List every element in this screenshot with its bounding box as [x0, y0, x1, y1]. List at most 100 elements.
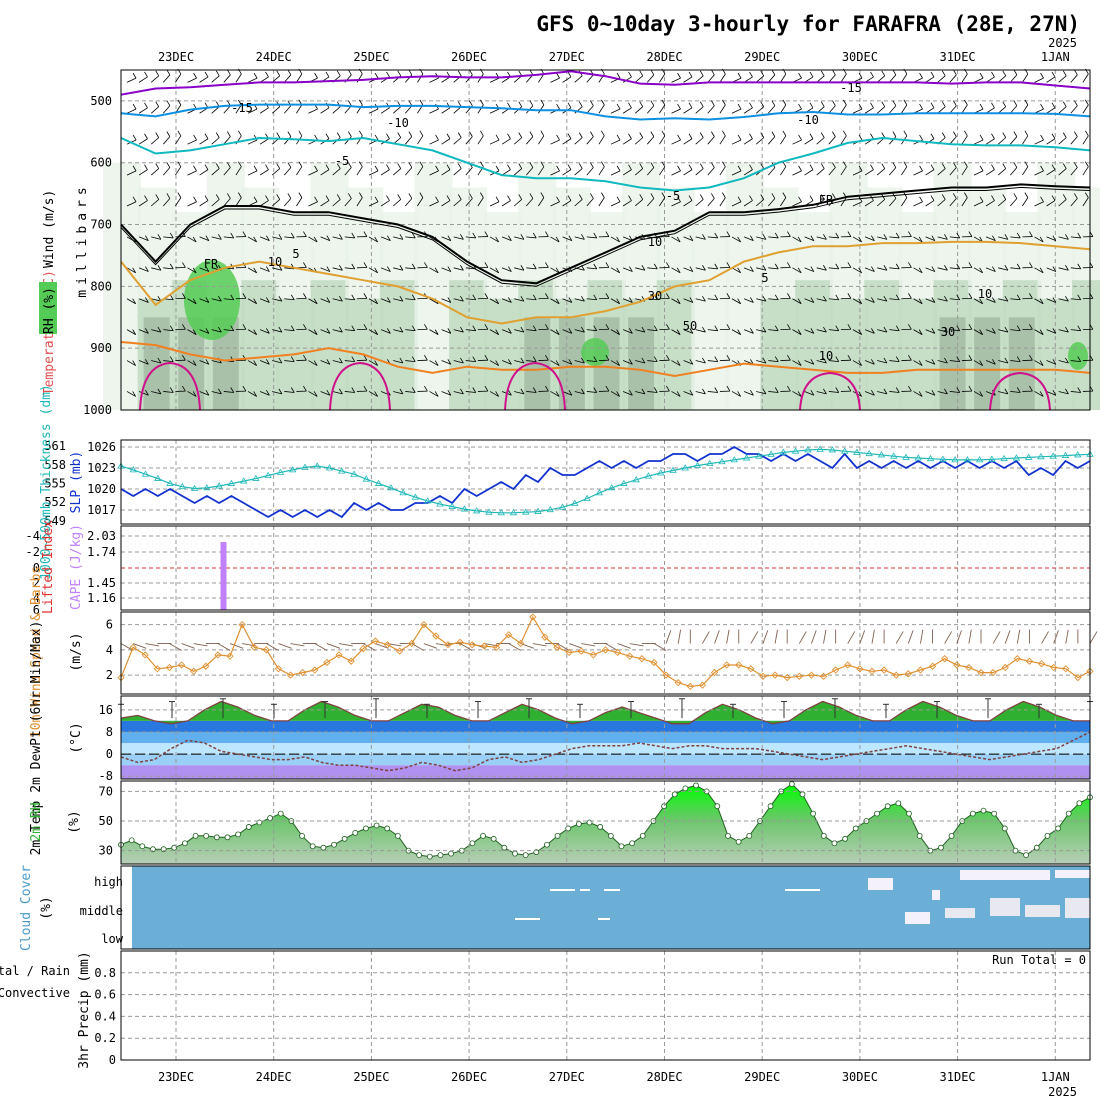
wind-barb-flag: [711, 163, 714, 168]
wind-barb: [490, 78, 499, 82]
wind-barb: [708, 75, 715, 83]
wind-barb: [611, 109, 620, 113]
wind-barb: [732, 140, 741, 144]
wind-barb-flag: [738, 135, 741, 140]
temp-band: [121, 765, 1090, 779]
wind-barb: [962, 105, 967, 113]
wind-barb: [877, 76, 885, 83]
wind-barb-flag: [991, 134, 994, 139]
temp-tick: 8: [106, 725, 113, 739]
precip-label-wrap: 3hr Precip (mm): [77, 951, 92, 1068]
slp-line: [121, 447, 1090, 517]
wind-barb-flag: [1074, 101, 1077, 106]
wind-barb: [430, 140, 439, 144]
rh-contour-label: 30: [941, 325, 955, 339]
wind-barb-flag: [628, 103, 631, 108]
rh-marker: [246, 824, 251, 829]
cloud-gap: [990, 898, 1020, 916]
wind-barb-flag: [942, 102, 945, 107]
wind-barb-flag: [326, 134, 329, 139]
wind-barb-flag: [870, 72, 873, 77]
date-label-top: 1JAN: [1041, 50, 1070, 64]
rh-marker: [225, 835, 230, 840]
wind-barb: [139, 77, 147, 82]
wind-barb-flag: [420, 131, 423, 136]
wind-barb: [768, 106, 775, 114]
wind10m-barb: [945, 631, 952, 643]
wind10m-barb: [145, 644, 159, 646]
wind-barb-flag: [931, 196, 934, 201]
wind-barb-flag: [265, 72, 268, 77]
wind-barb-flag: [689, 165, 692, 170]
rh-marker: [672, 792, 677, 797]
wind-barb-flag: [678, 73, 681, 78]
wind-barb: [538, 136, 543, 144]
wind-barb: [998, 107, 1006, 114]
wind10m-unit-wrap: (m/s): [69, 632, 84, 671]
wind-barb: [430, 109, 439, 113]
cloud-gap-line: [580, 889, 590, 891]
wind-barb: [914, 171, 923, 175]
wind-barb-flag: [821, 133, 824, 138]
wind-barb: [708, 168, 715, 176]
wind-barb-flag: [1014, 163, 1017, 168]
wind-barb: [720, 74, 725, 82]
wind-barb-flag: [991, 103, 994, 108]
wind-barb: [865, 108, 873, 113]
wind-barb-flag: [398, 133, 401, 138]
wind-barb-flag: [144, 165, 147, 170]
wind-barb-flag: [870, 103, 873, 108]
wind10m-barb: [1090, 631, 1097, 643]
wind-barb: [647, 106, 654, 114]
wind-barb-flag: [557, 166, 560, 171]
wind-barb: [1010, 75, 1017, 83]
wind-barb: [599, 167, 604, 175]
wind-barb: [914, 202, 923, 206]
wind-barb: [309, 109, 318, 113]
wind10m-barb: [715, 630, 720, 643]
rh-marker: [630, 841, 635, 846]
wind-barb: [974, 140, 983, 144]
cape-bar: [221, 542, 227, 610]
wind-barb-flag: [953, 132, 956, 137]
wind-barb: [284, 168, 291, 176]
wind-barb: [296, 105, 301, 113]
wind10m-barb: [969, 630, 971, 644]
wind10m-barb: [569, 644, 582, 649]
pressure-tick: 900: [90, 341, 112, 355]
wind-barb-flag: [178, 131, 181, 136]
wind-barb-flag: [194, 166, 197, 171]
rh-marker: [789, 781, 794, 786]
wind-barb-flag: [942, 71, 945, 76]
wind-barb-flag: [337, 71, 340, 76]
pressure-tick: 1000: [83, 403, 112, 417]
wind-barb: [901, 74, 906, 82]
wind-barb-flag: [348, 70, 351, 75]
wind10m-barb: [278, 644, 291, 649]
wind-barb: [175, 136, 180, 144]
wind-barb-flag: [386, 196, 389, 201]
rh-shade-dark: [1009, 317, 1035, 410]
rh-marker: [832, 841, 837, 846]
wind-barb-flag: [507, 134, 510, 139]
wind-barb-flag: [299, 162, 302, 167]
wind-barb: [696, 76, 704, 83]
cloud-cover-panel: [121, 866, 1090, 949]
wind-barb-flag: [628, 134, 631, 139]
rh-shade-mid: [484, 299, 522, 410]
wind-barb-flag: [167, 101, 170, 106]
wind-barb-flag: [920, 166, 923, 171]
wind-barb: [188, 140, 197, 144]
wind-barb-flag: [541, 131, 544, 136]
wind-barb-flag: [1025, 131, 1028, 136]
precip-total-label: Total / Rain: [0, 964, 70, 978]
wind-barb: [623, 139, 631, 144]
wind-barb-flag: [810, 165, 813, 170]
wind-barb: [200, 77, 208, 82]
wind-barb-flag: [904, 131, 907, 136]
rh-marker: [992, 811, 997, 816]
wind-barb: [684, 108, 692, 113]
wind10m-barb: [775, 630, 777, 644]
rh-contour-label: 10: [648, 235, 662, 249]
